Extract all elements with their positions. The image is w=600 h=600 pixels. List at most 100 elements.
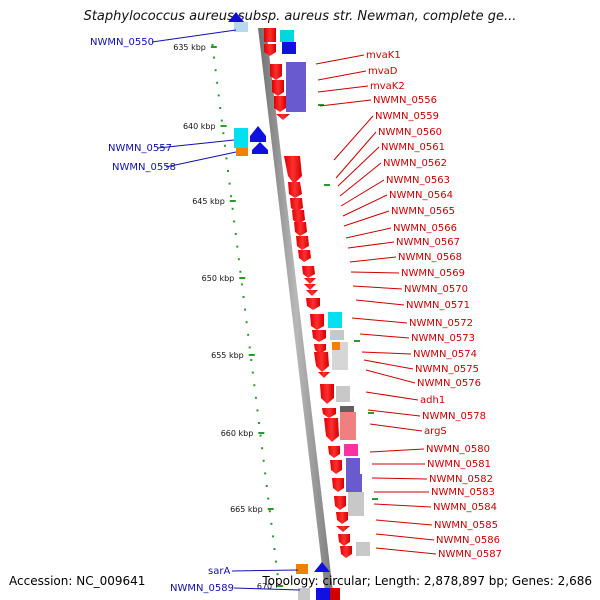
gene-feature[interactable] (264, 28, 276, 42)
gene-label[interactable]: NWMN_0587 (438, 549, 502, 560)
gene-feature[interactable] (250, 126, 266, 142)
gene-feature[interactable] (348, 492, 364, 516)
gene-feature[interactable] (322, 408, 336, 418)
gene-feature[interactable] (272, 80, 284, 96)
gene-feature[interactable] (330, 460, 342, 474)
scale-dot (217, 94, 220, 97)
gene-label[interactable]: mvaK1 (366, 50, 401, 61)
gene-label[interactable]: NWMN_0559 (375, 111, 439, 122)
gene-feature[interactable] (280, 30, 294, 42)
gene-feature[interactable] (336, 512, 348, 524)
gene-feature[interactable] (314, 344, 326, 354)
gene-label[interactable]: NWMN_0583 (431, 487, 495, 498)
gene-feature[interactable] (306, 290, 318, 296)
gene-feature[interactable] (294, 222, 307, 236)
gene-label[interactable]: argS (424, 426, 447, 437)
gene-feature[interactable] (328, 446, 340, 458)
gene-label[interactable]: NWMN_0565 (391, 206, 455, 217)
gene-feature[interactable] (284, 156, 302, 184)
gene-feature[interactable] (330, 330, 344, 340)
gene-label[interactable]: NWMN_0562 (383, 158, 447, 169)
scale-dot (270, 522, 273, 525)
gene-feature[interactable] (274, 96, 286, 112)
gene-label[interactable]: NWMN_0550 (90, 37, 154, 48)
gene-feature[interactable] (314, 352, 329, 372)
gene-label[interactable]: NWMN_0584 (433, 502, 497, 513)
gene-label[interactable]: NWMN_0557 (108, 143, 172, 154)
gene-feature[interactable] (328, 312, 342, 328)
gene-feature[interactable] (290, 198, 303, 212)
gene-label[interactable]: sarA (208, 566, 230, 577)
gene-label[interactable]: NWMN_0556 (373, 95, 437, 106)
gene-label[interactable]: NWMN_0573 (411, 333, 475, 344)
gene-feature[interactable] (292, 210, 305, 224)
gene-feature[interactable] (298, 588, 310, 600)
gene-feature[interactable] (346, 474, 362, 492)
gene-label[interactable]: mvaD (368, 66, 398, 77)
gene-label[interactable]: NWMN_0578 (422, 411, 486, 422)
gene-label[interactable]: NWMN_0568 (398, 252, 462, 263)
gene-feature[interactable] (304, 278, 316, 284)
gene-feature[interactable] (332, 478, 344, 492)
gene-feature[interactable] (330, 588, 340, 600)
gene-label[interactable]: NWMN_0569 (401, 268, 465, 279)
gene-feature[interactable] (316, 588, 330, 600)
gene-label[interactable]: NWMN_0586 (436, 535, 500, 546)
gene-feature[interactable] (286, 62, 306, 112)
gene-label[interactable]: NWMN_0558 (112, 162, 176, 173)
gene-feature[interactable] (282, 42, 296, 54)
gene-feature[interactable] (252, 142, 268, 154)
gene-label[interactable]: NWMN_0571 (406, 300, 470, 311)
gene-feature[interactable] (336, 526, 350, 532)
gene-label[interactable]: NWMN_0585 (434, 520, 498, 531)
gene-feature[interactable] (346, 458, 360, 474)
gene-label[interactable]: NWMN_0582 (429, 474, 493, 485)
gene-feature[interactable] (302, 266, 315, 278)
gene-feature[interactable] (314, 562, 330, 572)
gene-label[interactable]: NWMN_0580 (426, 444, 490, 455)
gene-feature[interactable] (320, 384, 334, 404)
gene-feature[interactable] (310, 314, 324, 330)
gene-label[interactable]: NWMN_0575 (415, 364, 479, 375)
gene-feature[interactable] (312, 330, 326, 342)
gene-feature[interactable] (340, 412, 356, 440)
gene-feature[interactable] (288, 182, 302, 198)
gene-feature[interactable] (340, 406, 354, 412)
gene-feature[interactable] (334, 496, 346, 510)
gene-label[interactable]: NWMN_0560 (378, 127, 442, 138)
gene-feature[interactable] (336, 386, 350, 402)
gene-feature[interactable] (276, 114, 290, 120)
gene-feature[interactable] (228, 12, 244, 22)
gene-label[interactable]: adh1 (420, 395, 445, 406)
gene-feature[interactable] (332, 342, 340, 350)
gene-label[interactable]: NWMN_0572 (409, 318, 473, 329)
gene-feature[interactable] (234, 128, 248, 148)
gene-label[interactable]: NWMN_0570 (404, 284, 468, 295)
gene-label[interactable]: mvaK2 (370, 81, 405, 92)
gene-feature[interactable] (236, 148, 248, 156)
gene-feature[interactable] (304, 284, 316, 290)
gene-label[interactable]: NWMN_0567 (396, 237, 460, 248)
gene-label[interactable]: NWMN_0561 (381, 142, 445, 153)
gene-feature[interactable] (298, 250, 311, 262)
gene-label[interactable]: NWMN_0576 (417, 378, 481, 389)
gene-feature[interactable] (338, 534, 350, 546)
gene-label[interactable]: NWMN_0574 (413, 349, 477, 360)
gene-feature[interactable] (264, 44, 276, 56)
gene-feature[interactable] (296, 236, 309, 250)
gene-feature[interactable] (270, 64, 282, 80)
gene-feature[interactable] (340, 546, 352, 558)
gene-label[interactable]: NWMN_0589 (170, 583, 234, 594)
gene-feature[interactable] (306, 298, 320, 310)
gene-feature[interactable] (296, 564, 308, 574)
gene-label[interactable]: NWMN_0581 (427, 459, 491, 470)
gene-feature[interactable] (324, 418, 339, 442)
gene-feature[interactable] (356, 542, 370, 556)
gene-label[interactable]: NWMN_0566 (393, 223, 457, 234)
gene-feature[interactable] (318, 372, 330, 378)
gene-label[interactable]: NWMN_0563 (386, 175, 450, 186)
gene-feature[interactable] (234, 22, 248, 32)
gene-feature[interactable] (344, 444, 358, 456)
gene-label[interactable]: NWMN_0564 (389, 190, 453, 201)
